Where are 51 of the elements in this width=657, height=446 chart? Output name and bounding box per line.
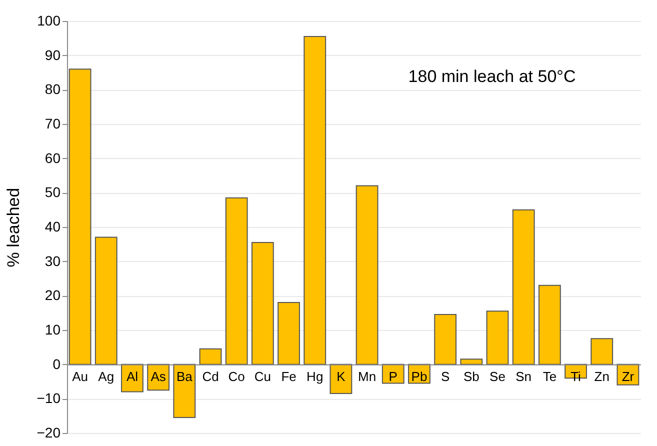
y-tick-label: 40 — [44, 218, 61, 234]
x-tick-label: Pb — [411, 368, 428, 384]
x-tick-label: Zn — [594, 368, 610, 384]
bar — [225, 197, 248, 365]
x-tick-label: Ag — [98, 368, 114, 384]
y-tick-label: 30 — [44, 252, 61, 269]
x-tick-label: Au — [72, 368, 88, 384]
y-tick-label: 80 — [44, 81, 61, 98]
x-tick-label: Cu — [254, 368, 271, 384]
y-tick-label: 0 — [52, 356, 61, 372]
x-tick-label: Cd — [202, 368, 219, 384]
x-tick-label: Mn — [358, 368, 376, 384]
y-tick-label: −20 — [36, 424, 61, 440]
x-tick-label: S — [440, 368, 450, 384]
y-tick-label: 100 — [37, 12, 61, 28]
x-tick-label: Te — [542, 368, 557, 384]
x-tick-label: Fe — [281, 368, 296, 384]
y-tick-label: 90 — [44, 46, 61, 63]
y-tick-label: 50 — [44, 184, 61, 200]
x-tick-label: Ba — [176, 368, 194, 384]
x-tick-label: Hg — [306, 368, 324, 384]
x-tick-label: K — [336, 368, 346, 384]
bar — [278, 302, 300, 365]
x-tick-label: Co — [228, 368, 245, 384]
bar — [434, 314, 457, 365]
y-tick-label: 60 — [44, 150, 61, 166]
bar — [512, 209, 535, 365]
bar — [173, 364, 196, 418]
y-axis-title: % leached — [4, 188, 23, 268]
y-tick-label: 70 — [44, 116, 61, 132]
bar — [356, 185, 378, 365]
y-tick-label: 20 — [44, 287, 61, 304]
x-tick-label: Sb — [463, 368, 480, 384]
y-tick-label: −10 — [36, 390, 61, 406]
bar — [94, 236, 118, 365]
x-tick-label: Sn — [516, 368, 532, 384]
bar — [251, 242, 274, 365]
bar — [590, 338, 614, 365]
x-tick-label: As — [150, 368, 166, 384]
bar — [538, 284, 561, 365]
x-tick-label: Se — [490, 368, 506, 384]
x-tick-label: Al — [126, 368, 138, 384]
bar — [460, 358, 483, 365]
bar — [68, 68, 92, 365]
x-tick-label: P — [388, 368, 398, 384]
x-tick-label: Zr — [622, 368, 635, 384]
y-tick-label: 10 — [44, 322, 61, 338]
bar — [304, 36, 326, 365]
annotation: 180 min leach at 50°C — [408, 67, 576, 86]
bar — [486, 310, 509, 365]
bar — [199, 348, 222, 365]
